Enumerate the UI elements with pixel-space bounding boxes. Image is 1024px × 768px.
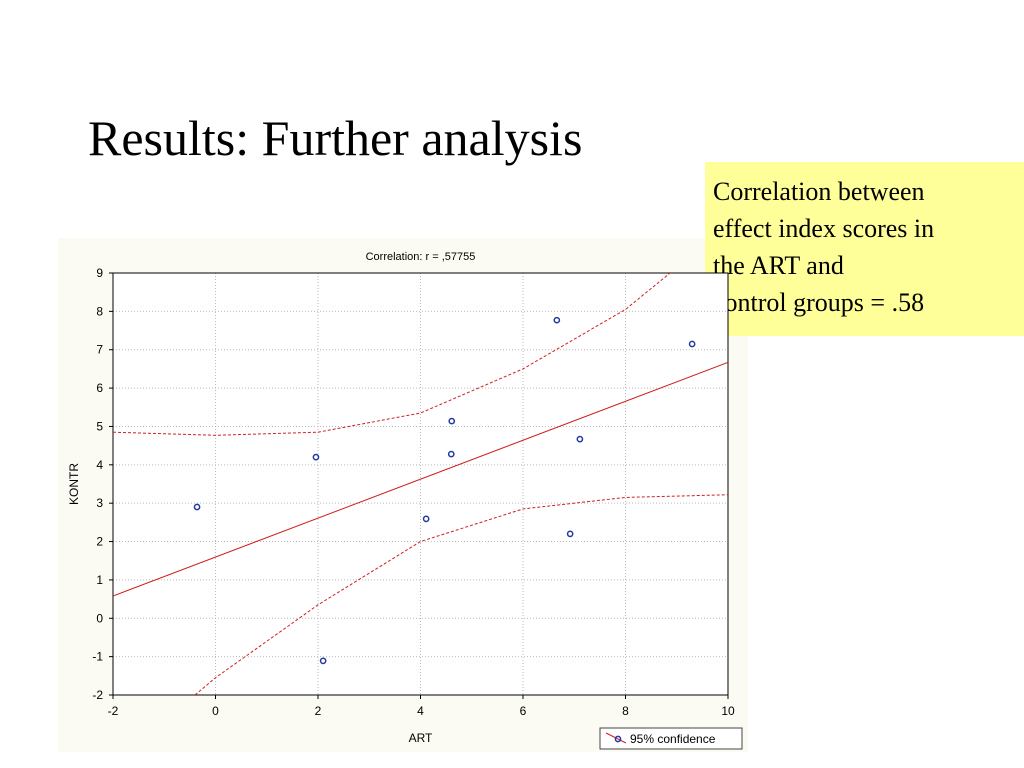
point <box>422 515 430 523</box>
y-tick-label: 2 <box>96 535 103 549</box>
fit-line <box>113 361 728 597</box>
confidence-band <box>194 494 728 695</box>
point <box>688 340 696 348</box>
y-tick-label: -1 <box>92 650 103 664</box>
y-tick-label: 4 <box>96 458 103 472</box>
y-tick-label: 6 <box>96 381 103 395</box>
note-line: Correlation between <box>713 177 925 206</box>
x-tick-label: 6 <box>520 704 527 718</box>
point <box>576 435 584 443</box>
y-tick-label: 8 <box>96 304 103 318</box>
point <box>193 503 201 511</box>
point <box>566 530 574 538</box>
legend-label: 95% confidence <box>630 732 716 746</box>
y-tick-label: -2 <box>92 688 103 702</box>
y-tick-label: 5 <box>96 419 103 433</box>
note-line: the ART and <box>713 251 844 280</box>
y-axis-label: KONTR <box>67 463 81 505</box>
y-tick-label: 0 <box>96 611 103 625</box>
x-tick-label: 4 <box>417 704 424 718</box>
legend-marker <box>614 735 622 743</box>
point <box>319 657 327 665</box>
x-tick-label: -2 <box>108 704 119 718</box>
x-tick-label: 0 <box>212 704 219 718</box>
plot-frame <box>112 272 729 696</box>
slide-title: Results: Further analysis <box>88 110 582 166</box>
legend-box <box>599 727 743 750</box>
x-tick-label: 2 <box>315 704 322 718</box>
note-box <box>705 162 1024 336</box>
chart: Correlation: r = ,57755 -2 0 2 4 6 8 10 -2 -1 0 1 2 3… <box>67 251 743 750</box>
y-tick-label: 3 <box>96 496 103 510</box>
y-tick-label: 1 <box>96 573 103 587</box>
note-text: Correlation between effect index scores i… <box>713 177 934 317</box>
point <box>553 316 561 324</box>
note-line: control groups = .58 <box>713 288 924 317</box>
x-axis-label: ART <box>409 731 433 745</box>
point <box>312 453 320 461</box>
x-tick-label: 10 <box>721 704 735 718</box>
y-tick-label: 7 <box>96 343 103 357</box>
confidence-band <box>113 273 671 436</box>
note-line: effect index scores in <box>713 214 934 243</box>
y-tick-label: 9 <box>96 266 103 280</box>
point <box>448 417 456 425</box>
point <box>447 450 455 458</box>
chart-title: Correlation: r = ,57755 <box>366 251 476 263</box>
x-tick-label: 8 <box>622 704 629 718</box>
